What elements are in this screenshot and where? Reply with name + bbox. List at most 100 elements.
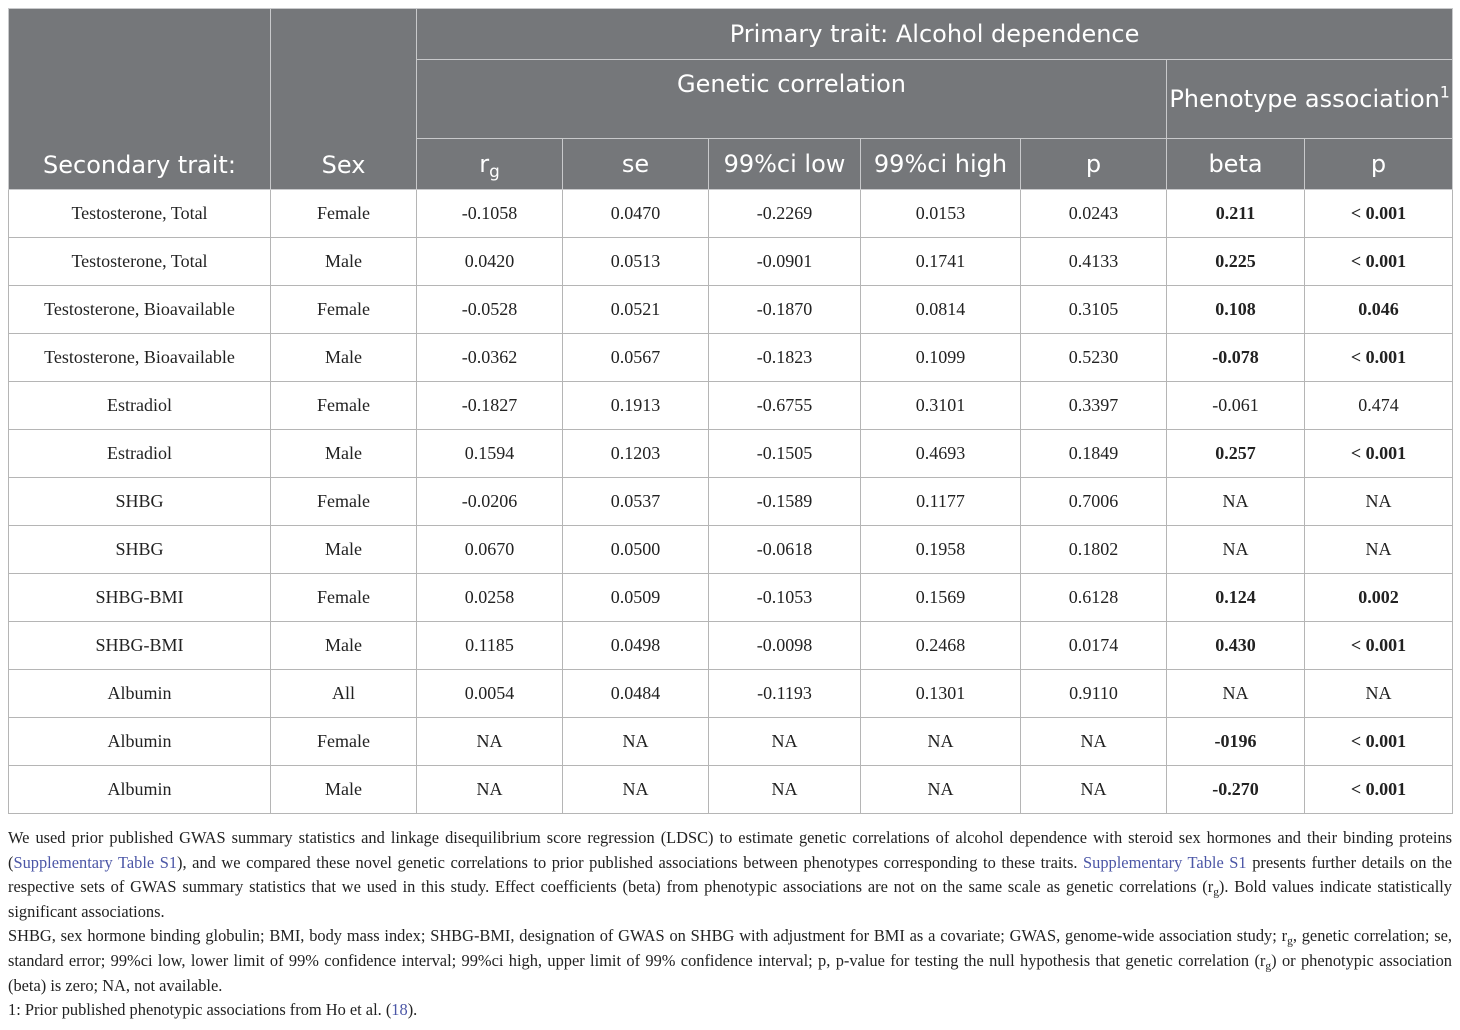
header-sex-label: Sex [321, 151, 366, 179]
cell-ci-high: NA [860, 765, 1021, 814]
cell-ci-low: -0.0901 [708, 237, 861, 286]
results-table: Secondary trait: Sex Primary trait: Alco… [8, 8, 1454, 814]
cell-ci-high: 0.0153 [860, 189, 1021, 238]
col-header-rg: rg [416, 138, 563, 190]
reference-link[interactable]: 18 [391, 1000, 408, 1020]
header-genetic-correlation: Genetic correlation [416, 59, 1167, 139]
cell-beta: 0.108 [1166, 285, 1305, 334]
cell-se: NA [562, 765, 709, 814]
supplementary-table-link[interactable]: Supplementary Table S1 [1083, 852, 1247, 872]
cell-beta: -0.061 [1166, 381, 1305, 430]
col-header-rg-sub: g [489, 161, 500, 182]
cell-p-phenotype: < 0.001 [1303, 429, 1454, 478]
header-phenotype-association-label: Phenotype association [1169, 84, 1440, 113]
header-secondary-trait-label: Secondary trait: [43, 151, 236, 179]
cell-ci-low: NA [708, 765, 861, 814]
cell-beta: NA [1166, 525, 1305, 574]
cell-rg: -0.0362 [416, 333, 563, 382]
footnote-text: ). Bold values indicate statistically si… [8, 877, 1452, 921]
cell-p-phenotype: < 0.001 [1303, 621, 1454, 670]
cell-p: 0.0174 [1020, 621, 1167, 670]
cell-ci-low: -0.1589 [708, 477, 861, 526]
cell-rg: NA [416, 765, 563, 814]
cell-beta: 0.430 [1166, 621, 1305, 670]
footnote-text: SHBG, sex hormone binding globulin; BMI,… [8, 926, 1288, 946]
cell-p: 0.9110 [1020, 669, 1167, 718]
cell-rg: NA [416, 717, 563, 766]
table-row: SHBG Female -0.0206 0.0537 -0.1589 0.1177 0.70… [8, 477, 1454, 526]
cell-p-phenotype: NA [1303, 669, 1454, 718]
cell-p: 0.1849 [1020, 429, 1167, 478]
cell-p: NA [1020, 717, 1167, 766]
table-row: Estradiol Male 0.1594 0.1203 -0.1505 0.4693 0.… [8, 429, 1454, 478]
cell-secondary-trait: SHBG [8, 525, 271, 574]
cell-rg: 0.1594 [416, 429, 563, 478]
cell-beta: -0.078 [1166, 333, 1305, 382]
cell-rg: 0.0054 [416, 669, 563, 718]
cell-sex: Male [270, 621, 417, 670]
cell-se: NA [562, 717, 709, 766]
header-genetic-correlation-label: Genetic correlation [676, 70, 907, 98]
cell-rg: 0.0258 [416, 573, 563, 622]
table-row: Testosterone, Bioavailable Female -0.0528 0… [8, 285, 1454, 334]
col-header-se: se [562, 138, 709, 190]
footnote-text: ). [407, 1000, 418, 1020]
cell-p: 0.1802 [1020, 525, 1167, 574]
footnote-reference: 1: Prior published phenotypic associatio… [8, 998, 1452, 1023]
cell-beta: 0.124 [1166, 573, 1305, 622]
cell-p-phenotype: < 0.001 [1303, 333, 1454, 382]
table-row: SHBG Male 0.0670 0.0500 -0.0618 0.1958 0.1802 N… [8, 525, 1454, 574]
cell-se: 0.0484 [562, 669, 709, 718]
cell-ci-high: 0.2468 [860, 621, 1021, 670]
cell-rg: 0.0670 [416, 525, 563, 574]
cell-p-phenotype: < 0.001 [1303, 237, 1454, 286]
cell-secondary-trait: Estradiol [8, 381, 271, 430]
cell-sex: Female [270, 477, 417, 526]
footnote-subscript: g [1213, 886, 1219, 899]
cell-rg: 0.0420 [416, 237, 563, 286]
cell-rg: -0.1058 [416, 189, 563, 238]
footnote-text: ), and we compared these novel genetic c… [177, 852, 1084, 872]
table-row: Albumin Male NA NA NA NA NA -0.270 < 0.001 [8, 765, 1454, 814]
cell-p-phenotype: 0.046 [1303, 285, 1454, 334]
cell-ci-low: -0.1505 [708, 429, 861, 478]
col-header-beta: beta [1166, 138, 1305, 190]
cell-ci-low: -0.0618 [708, 525, 861, 574]
cell-beta: 0.257 [1166, 429, 1305, 478]
cell-ci-low: -0.2269 [708, 189, 861, 238]
cell-ci-low: -0.1823 [708, 333, 861, 382]
supplementary-table-link[interactable]: Supplementary Table S1 [13, 852, 178, 872]
footnote-text: ) or phenotypic association (beta) is ze… [8, 950, 1452, 995]
table-row: SHBG-BMI Female 0.0258 0.0509 -0.1053 0.1569 0… [8, 573, 1454, 622]
col-header-rg-base: r [479, 150, 490, 178]
cell-secondary-trait: Testosterone, Bioavailable [8, 285, 271, 334]
cell-sex: Male [270, 237, 417, 286]
cell-ci-low: -0.1193 [708, 669, 861, 718]
cell-sex: Female [270, 717, 417, 766]
cell-se: 0.0513 [562, 237, 709, 286]
footnote-text: presents further details on the respecti… [8, 852, 1453, 897]
cell-p-phenotype: < 0.001 [1303, 765, 1454, 814]
cell-beta: NA [1166, 669, 1305, 718]
cell-se: 0.0521 [562, 285, 709, 334]
cell-se: 0.0509 [562, 573, 709, 622]
col-header-p: p [1020, 138, 1167, 190]
cell-se: 0.0500 [562, 525, 709, 574]
footnote-abbreviations: SHBG, sex hormone binding globulin; BMI,… [8, 924, 1452, 998]
header-phenotype-association-footnote: 1 [1439, 83, 1450, 102]
cell-p-phenotype: 0.474 [1303, 381, 1454, 430]
cell-p-phenotype: NA [1303, 477, 1454, 526]
cell-secondary-trait: Testosterone, Bioavailable [8, 333, 271, 382]
table-row: Albumin Female NA NA NA NA NA -0196 < 0.001 [8, 717, 1454, 766]
footnote-text: , genetic correlation; se, standard erro… [8, 926, 1453, 970]
cell-ci-low: NA [708, 717, 861, 766]
footnote-subscript: g [1265, 960, 1272, 973]
table-row: Testosterone, Total Female -0.1058 0.0470 -0… [8, 189, 1454, 238]
footnote-subscript: g [1287, 935, 1293, 948]
table-row: Estradiol Female -0.1827 0.1913 -0.6755 0.310… [8, 381, 1454, 430]
cell-se: 0.0567 [562, 333, 709, 382]
cell-se: 0.1203 [562, 429, 709, 478]
table-container: Secondary trait: Sex Primary trait: Alco… [8, 8, 1454, 814]
header-phenotype-association: Phenotype association1 [1165, 59, 1454, 139]
cell-beta: 0.225 [1166, 237, 1305, 286]
